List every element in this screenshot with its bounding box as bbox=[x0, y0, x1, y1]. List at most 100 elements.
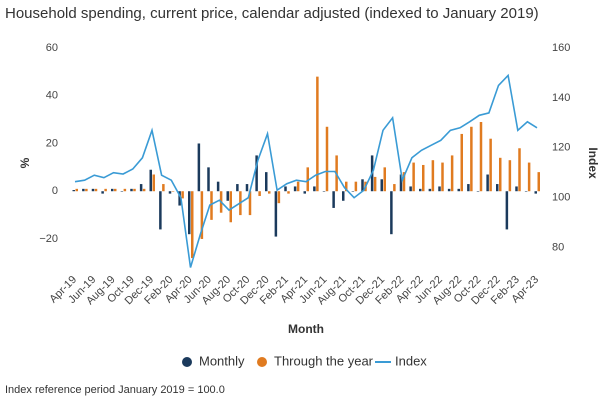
legend-marker bbox=[257, 357, 267, 367]
bar bbox=[409, 186, 412, 192]
bar bbox=[431, 160, 435, 192]
bar bbox=[75, 188, 78, 192]
bar bbox=[361, 179, 364, 192]
bar bbox=[91, 188, 95, 192]
bar bbox=[467, 184, 470, 192]
bar bbox=[402, 172, 406, 192]
bar bbox=[306, 167, 309, 192]
bar bbox=[534, 191, 537, 194]
bar bbox=[479, 122, 483, 192]
y-tick-label: 40 bbox=[46, 90, 58, 102]
bar bbox=[399, 174, 403, 192]
bar bbox=[515, 186, 518, 192]
bar bbox=[210, 191, 213, 220]
legend-label: Through the year bbox=[274, 353, 374, 368]
bar bbox=[393, 184, 396, 192]
bar bbox=[518, 148, 521, 192]
bar bbox=[287, 191, 290, 194]
bar bbox=[373, 176, 377, 192]
bar bbox=[354, 181, 358, 192]
bar bbox=[188, 191, 191, 235]
bar bbox=[226, 191, 229, 201]
y2-axis-title: Index bbox=[586, 147, 600, 179]
bar bbox=[258, 191, 261, 196]
y2-tick-label: 160 bbox=[552, 42, 570, 54]
bar bbox=[149, 169, 152, 192]
bar bbox=[476, 191, 480, 192]
bar bbox=[216, 181, 220, 192]
bar bbox=[277, 191, 281, 204]
bar bbox=[438, 186, 441, 192]
bar bbox=[191, 191, 194, 259]
y2-tick-label: 80 bbox=[552, 241, 564, 253]
bar bbox=[422, 164, 425, 192]
bar bbox=[168, 191, 172, 194]
bar bbox=[303, 191, 306, 194]
bar bbox=[123, 188, 127, 192]
bar bbox=[178, 191, 181, 206]
legend-marker bbox=[182, 357, 192, 367]
bar bbox=[428, 188, 432, 192]
bar bbox=[200, 191, 204, 239]
bar bbox=[245, 184, 249, 192]
line bbox=[74, 73, 538, 268]
bar bbox=[296, 181, 300, 192]
bar bbox=[486, 174, 489, 192]
y-tick-label: 0 bbox=[52, 185, 58, 197]
bar bbox=[181, 191, 184, 199]
bar bbox=[505, 191, 509, 230]
bar bbox=[268, 191, 271, 194]
bar bbox=[496, 184, 499, 192]
bar bbox=[460, 133, 463, 192]
bar bbox=[524, 191, 528, 192]
bar bbox=[72, 190, 75, 192]
bar bbox=[342, 191, 345, 201]
bar bbox=[142, 188, 146, 192]
bar bbox=[104, 188, 107, 192]
bar bbox=[197, 143, 201, 192]
bar bbox=[380, 179, 383, 192]
bar bbox=[489, 138, 492, 192]
bar bbox=[130, 188, 133, 192]
bar bbox=[94, 188, 98, 192]
bar bbox=[412, 162, 415, 192]
bar bbox=[527, 162, 531, 192]
bar bbox=[345, 181, 348, 192]
bar bbox=[390, 191, 393, 235]
legend-label: Monthly bbox=[199, 353, 245, 368]
x-axis-title: Month bbox=[288, 322, 324, 336]
bar bbox=[265, 172, 268, 192]
bar bbox=[171, 191, 175, 192]
bar bbox=[114, 188, 117, 192]
bar bbox=[313, 186, 316, 192]
bar bbox=[332, 191, 335, 208]
bar bbox=[325, 126, 329, 192]
bar bbox=[499, 157, 502, 192]
bar bbox=[351, 191, 355, 192]
bar bbox=[152, 174, 155, 192]
y-axis-title: % bbox=[18, 157, 32, 168]
bar bbox=[470, 126, 473, 192]
bar bbox=[447, 188, 451, 192]
bar bbox=[274, 191, 278, 237]
bar bbox=[508, 160, 512, 192]
bar bbox=[139, 184, 143, 192]
footnote: Index reference period January 2019 = 10… bbox=[5, 384, 225, 396]
bar bbox=[229, 191, 232, 223]
bar bbox=[322, 191, 326, 192]
bar bbox=[207, 167, 210, 192]
bar bbox=[236, 184, 239, 192]
bar bbox=[255, 155, 258, 192]
bar bbox=[133, 188, 136, 192]
bar bbox=[162, 184, 165, 192]
chart-title: Household spending, current price, calen… bbox=[5, 5, 539, 22]
bar bbox=[120, 191, 124, 192]
bar bbox=[85, 188, 88, 192]
bar bbox=[101, 191, 104, 194]
y2-tick-label: 120 bbox=[552, 142, 570, 154]
bar bbox=[419, 188, 422, 192]
y-tick-label: 20 bbox=[46, 137, 58, 149]
y-tick-label: −20 bbox=[39, 233, 58, 245]
bar bbox=[441, 162, 444, 192]
